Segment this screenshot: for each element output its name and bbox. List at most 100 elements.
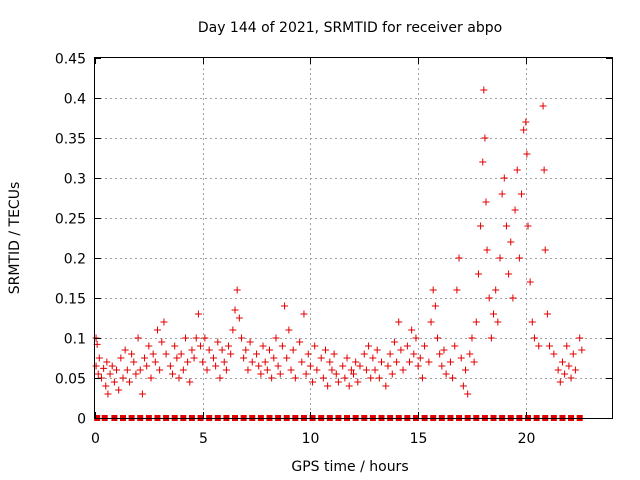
data-point (255, 362, 263, 370)
data-point (393, 358, 401, 366)
grid-lines (95, 58, 612, 418)
data-point (121, 346, 129, 354)
data-point (130, 358, 138, 366)
data-point (113, 366, 121, 374)
data-point (194, 310, 202, 318)
data-point (541, 246, 549, 254)
data-point (462, 366, 470, 374)
data-point (421, 342, 429, 350)
data-point (569, 350, 577, 358)
data-point (231, 306, 239, 314)
data-point (483, 246, 491, 254)
data-point (438, 362, 446, 370)
data-point (201, 334, 209, 342)
data-point (309, 378, 317, 386)
data-point (561, 370, 569, 378)
y-tick-label: 0.35 (55, 132, 86, 148)
data-point (203, 366, 211, 374)
data-point (480, 86, 488, 94)
data-point (347, 366, 355, 374)
data-point (103, 358, 111, 366)
data-point (408, 326, 416, 334)
data-point (457, 354, 465, 362)
data-point (117, 354, 125, 362)
data-point (427, 318, 435, 326)
data-point (546, 342, 554, 350)
data-point (218, 346, 226, 354)
data-point (265, 346, 273, 354)
data-point (298, 358, 306, 366)
data-point (550, 350, 558, 358)
data-point (181, 334, 189, 342)
data-point (535, 342, 543, 350)
data-point (151, 358, 159, 366)
data-point (110, 378, 118, 386)
data-point (494, 318, 502, 326)
data-point (378, 358, 386, 366)
data-point (418, 374, 426, 382)
data-point (334, 378, 342, 386)
data-point (326, 358, 334, 366)
data-point (384, 362, 392, 370)
data-point (134, 334, 142, 342)
data-point (306, 362, 314, 370)
data-point (356, 362, 364, 370)
data-point (397, 346, 405, 354)
x-tick-label: 10 (302, 431, 320, 447)
data-point (350, 370, 357, 378)
data-point (479, 158, 487, 166)
data-point (261, 358, 269, 366)
data-point (179, 366, 187, 374)
data-point (382, 382, 390, 390)
data-point (184, 358, 192, 366)
data-point (166, 362, 174, 370)
data-point (540, 166, 548, 174)
data-point (526, 278, 534, 286)
plot-frame (94, 57, 613, 419)
data-point (520, 126, 528, 134)
data-point (513, 166, 521, 174)
data-point (482, 198, 490, 206)
data-point (240, 354, 248, 362)
data-point (522, 118, 530, 126)
data-points (92, 86, 586, 421)
data-point (442, 370, 450, 378)
data-point (242, 346, 250, 354)
data-point (95, 354, 103, 362)
data-point (287, 366, 295, 374)
data-point (115, 386, 123, 394)
x-axis-title: GPS time / hours (291, 459, 408, 475)
data-point (578, 346, 586, 354)
data-point (197, 342, 205, 350)
data-point (123, 366, 131, 374)
data-point (216, 374, 224, 382)
data-point (474, 270, 482, 278)
data-point (158, 338, 166, 346)
data-point (173, 354, 181, 362)
data-point (362, 366, 370, 374)
data-point (285, 326, 293, 334)
data-point (321, 346, 329, 354)
data-point (317, 354, 325, 362)
data-point (388, 370, 396, 378)
data-point (360, 350, 368, 358)
data-point (490, 310, 498, 318)
data-point (464, 390, 472, 398)
data-point (274, 362, 282, 370)
data-point (119, 374, 127, 382)
data-point (502, 222, 510, 230)
data-point (453, 286, 461, 294)
data-point (511, 206, 519, 214)
data-point (108, 362, 116, 370)
data-point (227, 350, 235, 358)
data-point (94, 370, 102, 378)
data-point (481, 134, 489, 142)
data-point (455, 254, 463, 262)
y-tick-label: 0.2 (64, 252, 86, 268)
y-axis-title: SRMTID / TECUs (7, 182, 23, 295)
x-tick-label: 0 (91, 431, 100, 447)
data-point (509, 294, 517, 302)
data-point (138, 390, 146, 398)
data-point (343, 354, 351, 362)
data-point (156, 366, 164, 374)
